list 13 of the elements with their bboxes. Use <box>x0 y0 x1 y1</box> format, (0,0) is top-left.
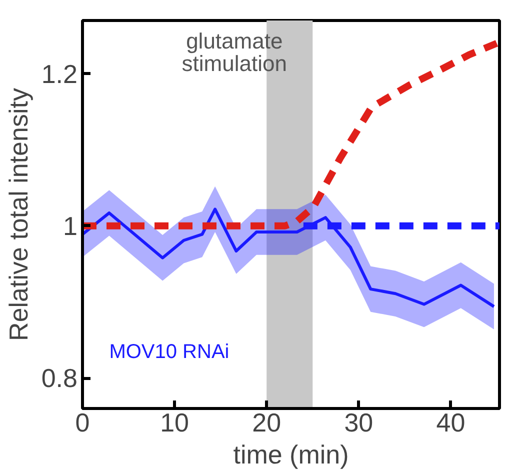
y-tick-label: 0.8 <box>41 363 78 394</box>
y-tick-label: 1.2 <box>41 58 78 89</box>
y-tick-label: 1 <box>63 210 78 241</box>
y-axis-title: Relative total intensity <box>3 88 34 341</box>
text: MOV10 RNAi <box>109 340 230 363</box>
x-tick-label: 30 <box>344 408 374 438</box>
x-tick-label: 10 <box>160 408 190 438</box>
line-series <box>82 208 496 308</box>
band-label: glutamate stimulation <box>182 28 287 76</box>
x-axis-title: time (min) <box>233 440 349 470</box>
x-tick-label: 40 <box>436 408 466 438</box>
x-tick-label: 0 <box>75 408 90 438</box>
x-tick-label: 20 <box>252 408 282 438</box>
